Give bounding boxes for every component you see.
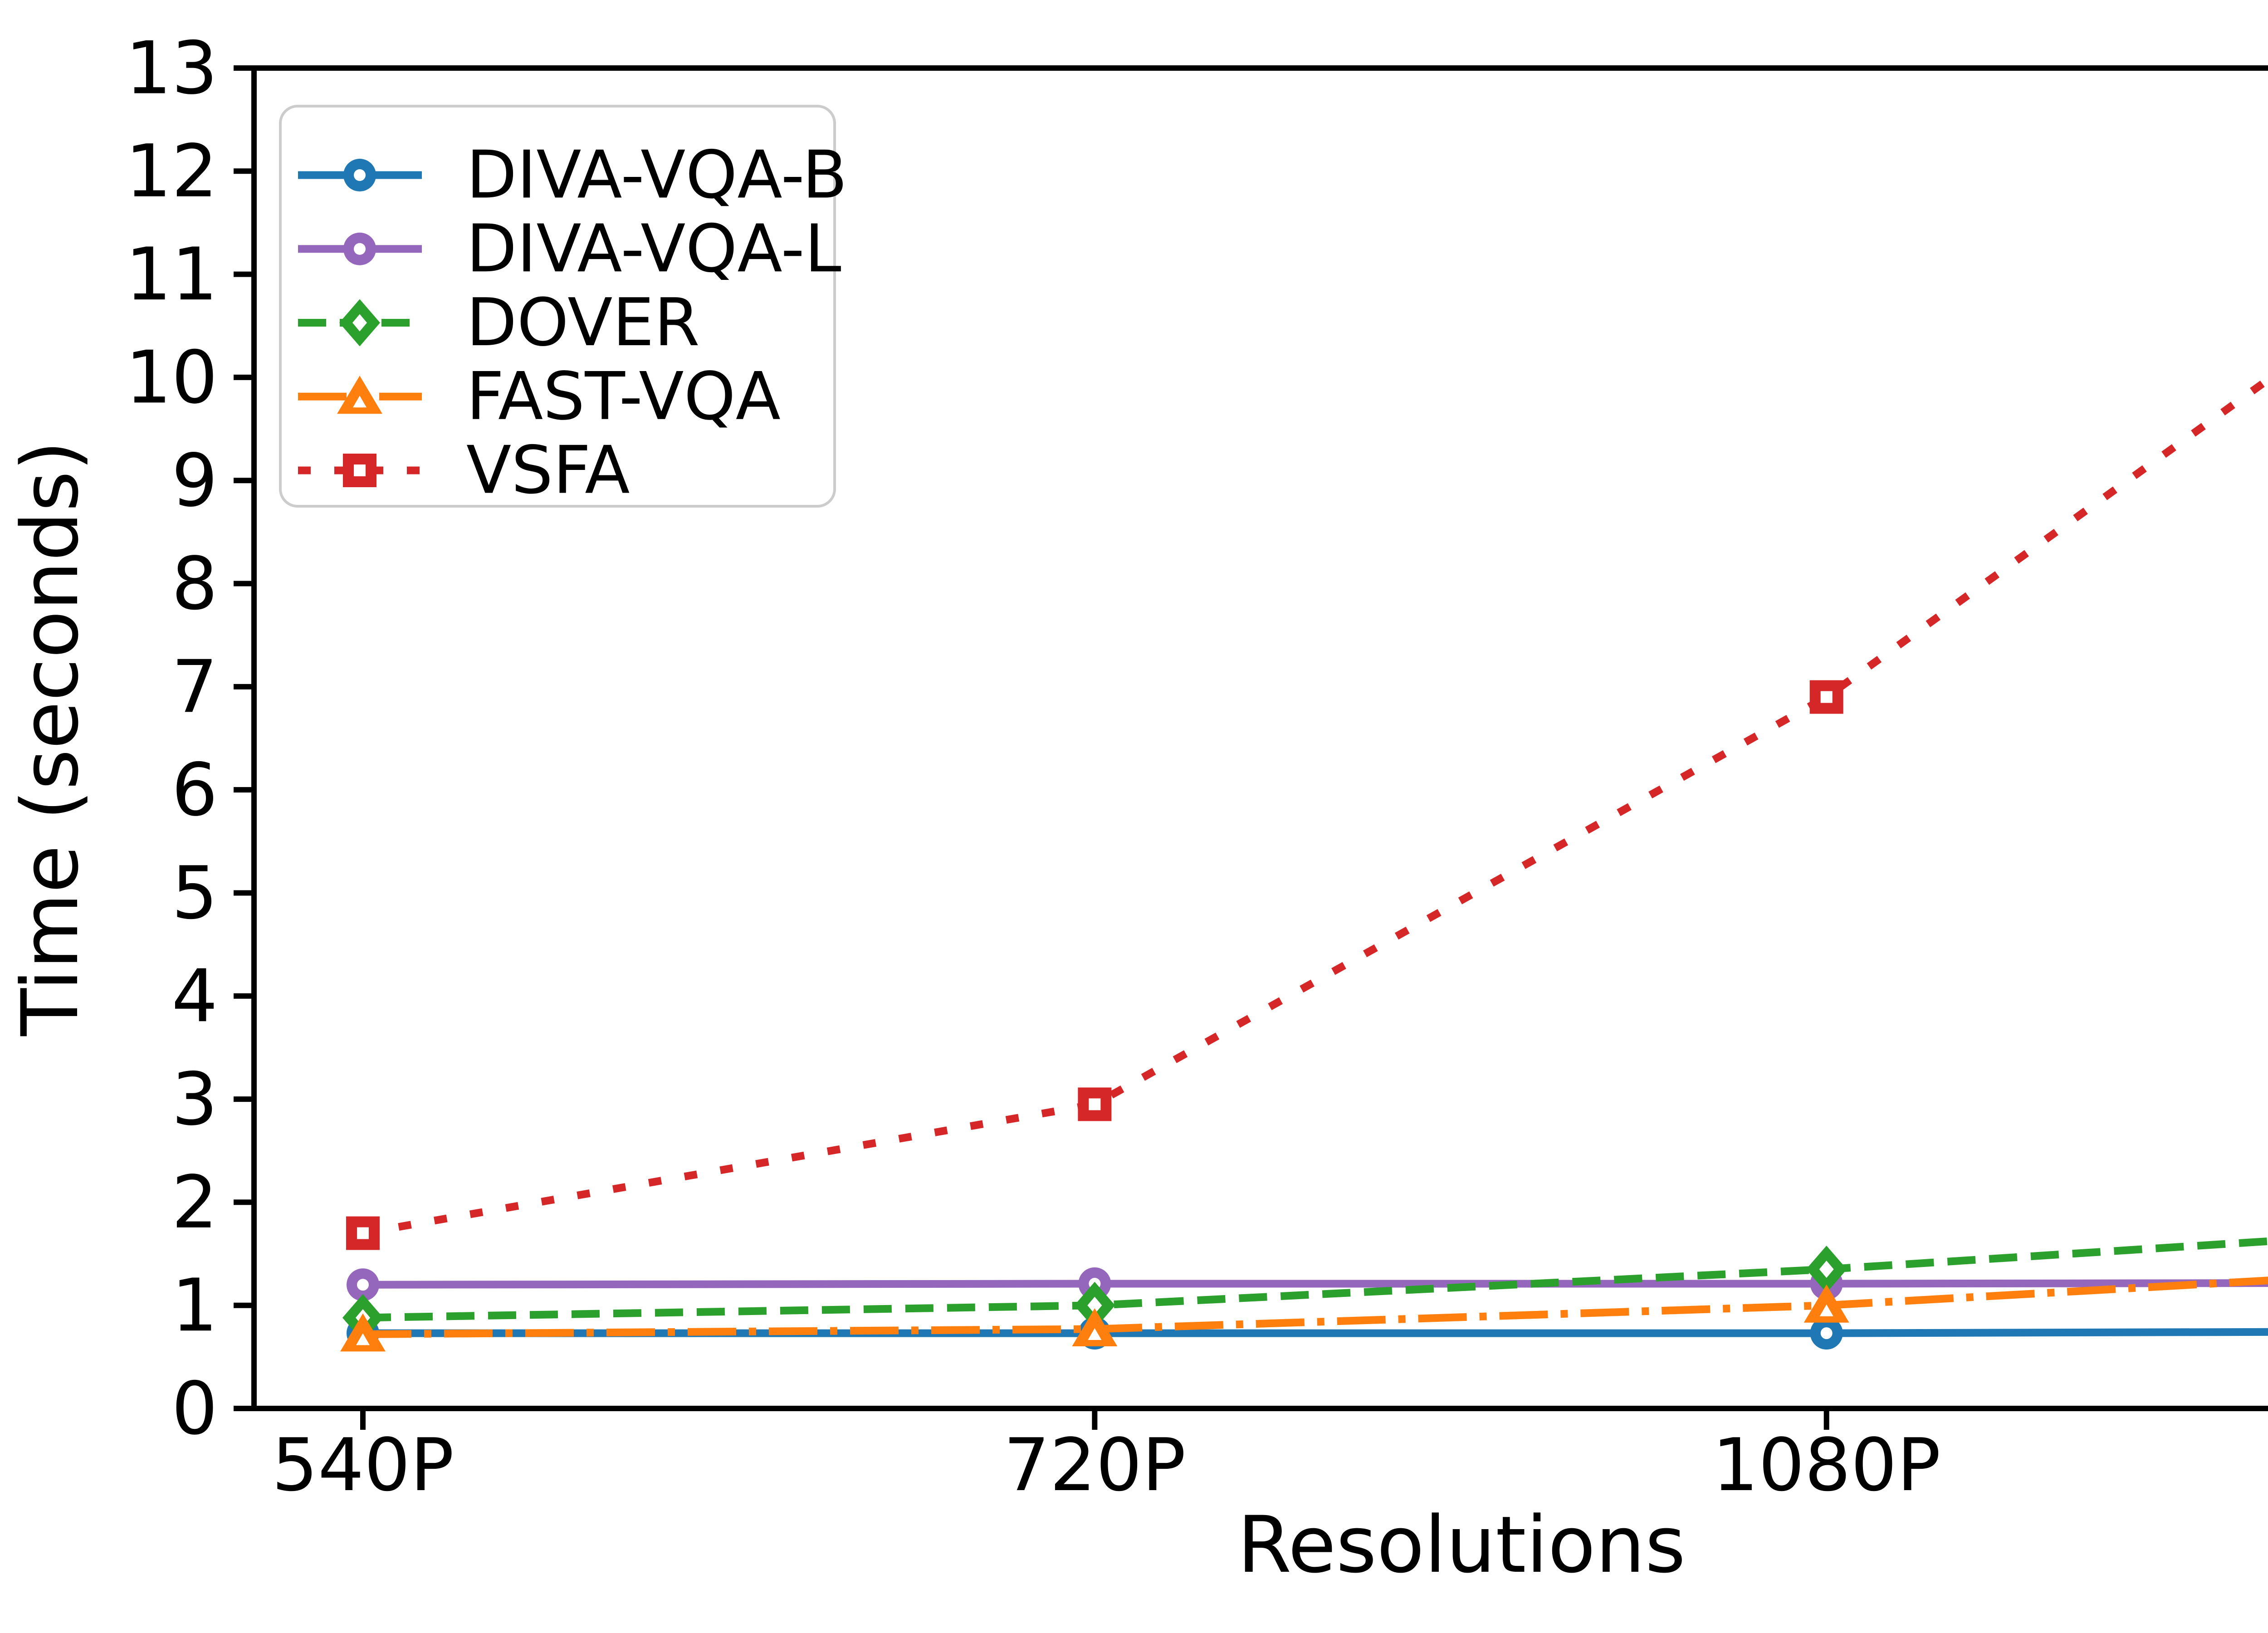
- y-tick-label-5: 5: [171, 851, 218, 935]
- marker-FAST-VQA-540P: [340, 1313, 386, 1352]
- x-tick-label-1080P: 1080P: [1712, 1423, 1941, 1507]
- legend-label-DOVER: DOVER: [466, 284, 700, 361]
- y-tick-label-3: 3: [171, 1057, 218, 1142]
- legend-swatch-marker-DIVA-VQA-B-inner: [354, 169, 366, 181]
- legend-swatch-marker-DOVER-inner: [352, 314, 367, 332]
- x-tick-label-720P: 720P: [1003, 1423, 1186, 1507]
- marker-DIVA-VQA-L-540P-inner: [357, 1279, 369, 1291]
- y-tick-label-10: 10: [125, 335, 218, 420]
- y-tick-label-9: 9: [171, 438, 218, 523]
- y-tick-label-2: 2: [171, 1160, 218, 1245]
- legend-swatch-marker-FAST-VQA: [337, 376, 382, 414]
- y-tick-label-13: 13: [125, 26, 218, 111]
- marker-FAST-VQA-1080P-inner: [1819, 1304, 1833, 1316]
- legend-label-FAST-VQA: FAST-VQA: [466, 358, 781, 435]
- legend-swatch-marker-VSFA-inner: [354, 464, 366, 476]
- marker-DOVER-720P-inner: [1087, 1296, 1102, 1314]
- legend-swatch-marker-FAST-VQA-inner: [353, 396, 367, 408]
- legend-label-VSFA: VSFA: [466, 432, 630, 509]
- marker-DIVA-VQA-B-1080P-inner: [1820, 1327, 1833, 1340]
- legend: [279, 105, 836, 508]
- x-tick-label-540P: 540P: [272, 1423, 454, 1507]
- legend-swatch-marker-DIVA-VQA-L-inner: [354, 243, 366, 255]
- series-line-DOVER: [362, 1237, 2268, 1322]
- marker-FAST-VQA-540P-inner: [356, 1333, 370, 1345]
- y-tick-label-11: 11: [125, 232, 218, 317]
- y-axis-title: Time (seconds): [5, 440, 96, 1037]
- series-line-DIVA-VQA-L: [362, 1279, 2268, 1289]
- marker-FAST-VQA-1080P: [1804, 1284, 1849, 1323]
- marker-VSFA-720P-inner: [1089, 1098, 1101, 1110]
- y-tick-label-8: 8: [171, 541, 218, 626]
- legend-label-DIVA-VQA-B: DIVA-VQA-B: [466, 137, 847, 214]
- y-tick-label-7: 7: [171, 644, 218, 729]
- marker-VSFA-540P-inner: [357, 1227, 369, 1239]
- y-tick-label-1: 1: [171, 1263, 218, 1348]
- y-tick-label-6: 6: [171, 748, 218, 832]
- y-tick-label-0: 0: [171, 1366, 218, 1451]
- marker-DOVER-1080P-inner: [1819, 1261, 1834, 1278]
- series-line-VSFA: [362, 375, 2268, 1237]
- legend-label-DIVA-VQA-L: DIVA-VQA-L: [466, 210, 841, 287]
- x-axis-title: Resolutions: [1237, 1499, 1686, 1590]
- marker-FAST-VQA-720P: [1072, 1308, 1118, 1346]
- series-line-FAST-VQA: [362, 1276, 2268, 1338]
- plot-border: [251, 65, 2268, 1411]
- y-tick-label-4: 4: [171, 953, 218, 1038]
- marker-FAST-VQA-720P-inner: [1088, 1328, 1102, 1340]
- marker-VSFA-1080P-inner: [1820, 691, 1833, 703]
- y-tick-label-12: 12: [125, 129, 218, 214]
